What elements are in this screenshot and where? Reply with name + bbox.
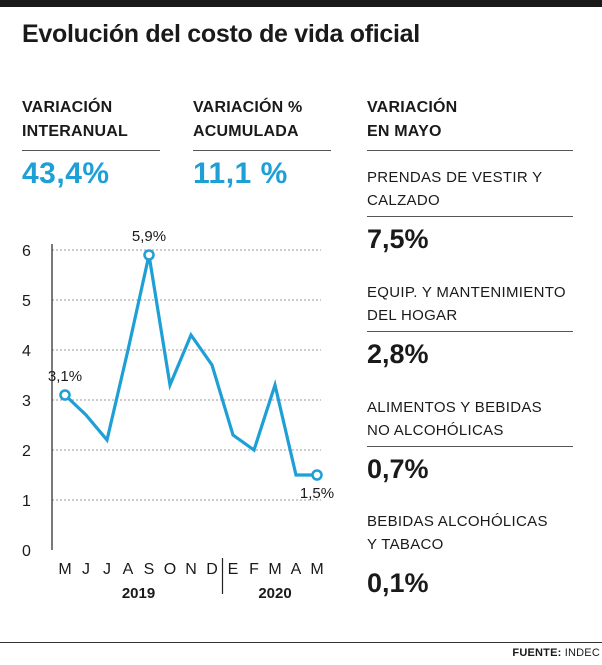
- category-label-line1: BEBIDAS ALCOHÓLICAS: [367, 513, 548, 530]
- stat-label: VARIACIÓN % ACUMULADA: [193, 96, 331, 144]
- source-name: INDEC: [564, 647, 600, 659]
- category-label-line1: ALIMENTOS Y BEBIDAS: [367, 399, 542, 416]
- category-label-line2: CALZADO: [367, 192, 440, 209]
- divider: [0, 642, 602, 643]
- stat-label-line1: VARIACIÓN %: [193, 99, 303, 116]
- y-tick-label: 0: [22, 543, 31, 560]
- category-label-line1: PRENDAS DE VESTIR Y: [367, 169, 543, 186]
- y-tick-label: 6: [22, 243, 31, 260]
- category-value: 0,7%: [367, 454, 429, 484]
- x-tick-label: F: [249, 561, 259, 578]
- data-point: [59, 389, 71, 401]
- y-tick-label: 4: [22, 343, 31, 360]
- source-label: FUENTE:: [512, 647, 562, 659]
- y-tick-label: 5: [22, 293, 31, 310]
- divider: [367, 446, 573, 447]
- stat-label: VARIACIÓN INTERANUAL: [22, 96, 160, 144]
- category-label: EQUIP. Y MANTENIMIENTO DEL HOGAR: [367, 281, 566, 327]
- x-tick-label: J: [82, 561, 90, 578]
- data-label: 1,5%: [300, 485, 334, 502]
- category-label: PRENDAS DE VESTIR Y CALZADO: [367, 166, 542, 212]
- x-tick-label: N: [185, 561, 197, 578]
- stat-label-line1: VARIACIÓN: [367, 99, 458, 116]
- y-tick-label: 1: [22, 493, 31, 510]
- data-label: 3,1%: [48, 368, 82, 385]
- top-bar: [0, 0, 602, 7]
- y-tick-label: 3: [22, 393, 31, 410]
- divider: [367, 216, 573, 217]
- x-tick-label: A: [291, 561, 302, 578]
- stat-label-line2: ACUMULADA: [193, 123, 299, 140]
- data-label: 5,9%: [132, 228, 166, 245]
- stat-label: VARIACIÓN EN MAYO: [367, 96, 573, 144]
- x-tick-label: D: [206, 561, 218, 578]
- divider: [367, 150, 573, 151]
- x-tick-label: O: [164, 561, 176, 578]
- category-value: 2,8%: [367, 339, 429, 369]
- series-line: [63, 254, 317, 477]
- x-tick-label: M: [310, 561, 323, 578]
- stat-mayo: VARIACIÓN EN MAYO: [367, 96, 573, 151]
- divider: [193, 150, 331, 151]
- category-label-line2: NO ALCOHÓLICAS: [367, 422, 504, 439]
- source-note: FUENTE: INDEC: [512, 647, 600, 659]
- stat-value: 11,1 %: [193, 157, 288, 190]
- category-value: 7,5%: [367, 224, 429, 254]
- stat-interanual: VARIACIÓN INTERANUAL 43,4%: [22, 96, 160, 191]
- x-tick-label: M: [268, 561, 281, 578]
- category-label-line2: DEL HOGAR: [367, 307, 458, 324]
- y-tick-label: 2: [22, 443, 31, 460]
- divider: [22, 150, 160, 151]
- category-label: ALIMENTOS Y BEBIDAS NO ALCOHÓLICAS: [367, 396, 542, 442]
- x-tick-label: A: [123, 561, 134, 578]
- stat-label-line2: EN MAYO: [367, 123, 442, 140]
- stat-acumulada: VARIACIÓN % ACUMULADA 11,1 %: [193, 96, 331, 191]
- divider: [367, 331, 573, 332]
- page-title: Evolución del costo de vida oficial: [22, 20, 420, 48]
- x-tick-label: M: [58, 561, 71, 578]
- stat-label-line2: INTERANUAL: [22, 123, 128, 140]
- category-label-line1: EQUIP. Y MANTENIMIENTO: [367, 284, 566, 301]
- x-tick-label: E: [228, 561, 239, 578]
- stat-value: 43,4%: [22, 157, 110, 190]
- x-tick-label: J: [103, 561, 111, 578]
- x-tick-label: S: [144, 561, 155, 578]
- data-point: [311, 469, 323, 481]
- category-value: 0,1%: [367, 568, 429, 598]
- stat-label-line1: VARIACIÓN: [22, 99, 113, 116]
- year-label: 2019: [122, 585, 155, 602]
- year-label: 2020: [258, 585, 291, 602]
- category-label-line2: Y TABACO: [367, 536, 444, 553]
- data-point: [143, 249, 155, 261]
- category-label: BEBIDAS ALCOHÓLICAS Y TABACO: [367, 510, 548, 556]
